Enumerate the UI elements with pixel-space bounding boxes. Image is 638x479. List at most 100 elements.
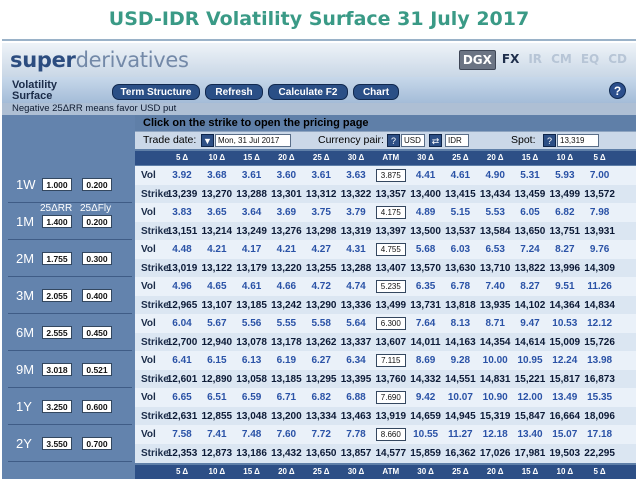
strike-cell[interactable]: 14,831: [479, 374, 511, 385]
strike-cell[interactable]: 14,945: [445, 411, 476, 422]
strike-cell[interactable]: 13,931: [584, 226, 615, 237]
strike-cell[interactable]: 14,332: [410, 374, 441, 385]
strike-cell[interactable]: 13,395: [340, 374, 372, 385]
strike-cell[interactable]: 14,577: [375, 448, 407, 459]
atm-vol-input[interactable]: 7.115: [375, 354, 406, 367]
strike-cell[interactable]: 14,614: [514, 337, 546, 348]
strike-cell[interactable]: 13,818: [445, 300, 476, 311]
atm-vol-input[interactable]: 4.755: [375, 243, 406, 256]
ccy2-input[interactable]: IDR: [445, 134, 469, 147]
atm-vol-input[interactable]: 4.175: [375, 206, 406, 219]
nav-cm[interactable]: CM: [551, 52, 572, 66]
strike-cell[interactable]: 13,336: [340, 300, 372, 311]
strike-cell[interactable]: 14,659: [410, 411, 441, 422]
strike-cell[interactable]: 14,551: [445, 374, 476, 385]
strike-cell[interactable]: 13,919: [375, 411, 407, 422]
fly-input[interactable]: 0.200: [82, 215, 112, 228]
rr-input[interactable]: 1.400: [42, 215, 72, 228]
atm-vol-input[interactable]: 3.875: [375, 169, 406, 182]
strike-cell[interactable]: 13,337: [340, 337, 372, 348]
strike-cell[interactable]: 13,607: [375, 337, 407, 348]
rr-input[interactable]: 3.550: [42, 437, 72, 450]
strike-cell[interactable]: 13,630: [445, 263, 476, 274]
pair-info-icon[interactable]: ?: [387, 134, 400, 147]
strike-cell[interactable]: 13,048: [236, 411, 267, 422]
rr-input[interactable]: 1.755: [42, 252, 72, 265]
atm-vol-input[interactable]: 5.235: [375, 280, 406, 293]
strike-cell[interactable]: 13,322: [340, 189, 372, 200]
strike-cell[interactable]: 13,242: [271, 300, 302, 311]
strike-cell[interactable]: 13,357: [375, 189, 407, 200]
strike-cell[interactable]: 13,570: [410, 263, 441, 274]
strike-cell[interactable]: 13,434: [479, 189, 511, 200]
strike-cell[interactable]: 13,996: [549, 263, 581, 274]
strike-cell[interactable]: 12,940: [201, 337, 233, 348]
strike-cell[interactable]: 13,178: [271, 337, 302, 348]
rr-input[interactable]: 3.018: [42, 363, 72, 376]
fly-input[interactable]: 0.400: [82, 289, 112, 302]
strike-cell[interactable]: 13,186: [236, 448, 267, 459]
strike-cell[interactable]: 12,700: [166, 337, 198, 348]
strike-cell[interactable]: 13,537: [445, 226, 476, 237]
strike-cell[interactable]: 13,397: [375, 226, 407, 237]
strike-cell[interactable]: 13,220: [271, 263, 302, 274]
strike-cell[interactable]: 13,200: [271, 411, 302, 422]
strike-cell[interactable]: 13,415: [445, 189, 476, 200]
strike-cell[interactable]: 13,400: [410, 189, 441, 200]
strike-cell[interactable]: 13,295: [305, 374, 337, 385]
strike-cell[interactable]: 13,270: [201, 189, 233, 200]
strike-cell[interactable]: 15,859: [410, 448, 441, 459]
strike-cell[interactable]: 12,353: [166, 448, 198, 459]
strike-cell[interactable]: 13,122: [201, 263, 233, 274]
strike-cell[interactable]: 15,009: [549, 337, 581, 348]
atm-vol-input[interactable]: 8.660: [375, 428, 406, 441]
strike-cell[interactable]: 13,857: [340, 448, 372, 459]
strike-cell[interactable]: 12,855: [201, 411, 233, 422]
strike-cell[interactable]: 13,499: [375, 300, 407, 311]
strike-cell[interactable]: 15,817: [549, 374, 581, 385]
atm-vol-input[interactable]: 7.690: [375, 391, 406, 404]
strike-cell[interactable]: 13,058: [236, 374, 267, 385]
strike-cell[interactable]: 16,664: [549, 411, 581, 422]
strike-cell[interactable]: 14,102: [514, 300, 546, 311]
strike-cell[interactable]: 13,239: [166, 189, 198, 200]
strike-cell[interactable]: 13,731: [410, 300, 441, 311]
strike-cell[interactable]: 13,584: [479, 226, 511, 237]
fly-input[interactable]: 0.700: [82, 437, 112, 450]
strike-cell[interactable]: 15,221: [514, 374, 546, 385]
strike-cell[interactable]: 13,288: [340, 263, 372, 274]
fly-input[interactable]: 0.300: [82, 252, 112, 265]
strike-cell[interactable]: 14,354: [479, 337, 511, 348]
strike-cell[interactable]: 13,463: [340, 411, 372, 422]
fly-input[interactable]: 0.600: [82, 400, 112, 413]
strike-cell[interactable]: 17,026: [479, 448, 511, 459]
rr-input[interactable]: 3.250: [42, 400, 72, 413]
help-icon[interactable]: ?: [609, 82, 626, 99]
strike-cell[interactable]: 13,760: [375, 374, 407, 385]
strike-cell[interactable]: 13,751: [549, 226, 581, 237]
strike-cell[interactable]: 13,334: [305, 411, 337, 422]
calculate-button[interactable]: Calculate F2: [268, 84, 348, 100]
strike-cell[interactable]: 13,249: [236, 226, 267, 237]
strike-cell[interactable]: 16,362: [445, 448, 476, 459]
strike-cell[interactable]: 13,500: [410, 226, 441, 237]
strike-cell[interactable]: 14,163: [445, 337, 476, 348]
strike-cell[interactable]: 13,078: [236, 337, 267, 348]
strike-cell[interactable]: 12,965: [166, 300, 198, 311]
term-structure-button[interactable]: Term Structure: [112, 84, 200, 100]
strike-cell[interactable]: 12,631: [166, 411, 198, 422]
strike-cell[interactable]: 13,822: [514, 263, 546, 274]
strike-cell[interactable]: 13,255: [305, 263, 337, 274]
strike-cell[interactable]: 13,650: [305, 448, 337, 459]
strike-cell[interactable]: 13,301: [271, 189, 302, 200]
strike-cell[interactable]: 14,364: [549, 300, 581, 311]
strike-cell[interactable]: 13,262: [305, 337, 337, 348]
chart-button[interactable]: Chart: [353, 84, 399, 100]
strike-cell[interactable]: 15,319: [479, 411, 511, 422]
strike-cell[interactable]: 13,185: [271, 374, 302, 385]
strike-cell[interactable]: 13,710: [479, 263, 511, 274]
trade-date-input[interactable]: Mon, 31 Jul 2017: [215, 134, 291, 147]
strike-cell[interactable]: 13,179: [236, 263, 267, 274]
fly-input[interactable]: 0.450: [82, 326, 112, 339]
nav-fx[interactable]: FX: [501, 52, 520, 66]
